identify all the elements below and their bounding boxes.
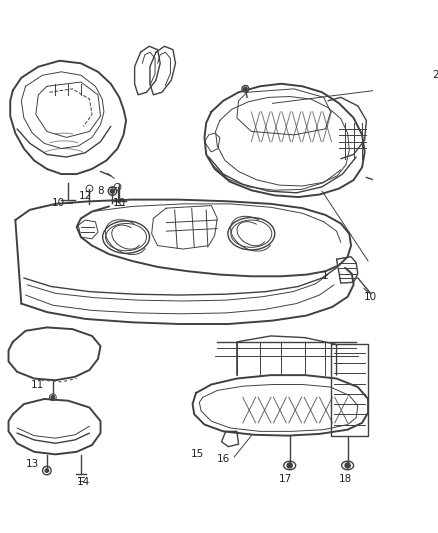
Text: 10: 10 xyxy=(113,198,126,208)
Text: 22: 22 xyxy=(432,70,438,80)
Text: 15: 15 xyxy=(191,448,204,458)
Text: 13: 13 xyxy=(26,459,39,469)
Text: 14: 14 xyxy=(77,478,90,488)
Circle shape xyxy=(51,395,54,399)
Text: 10: 10 xyxy=(364,292,377,302)
Text: 1: 1 xyxy=(322,271,329,281)
Circle shape xyxy=(45,469,49,472)
Text: 11: 11 xyxy=(31,379,44,390)
Circle shape xyxy=(345,463,350,468)
Text: 16: 16 xyxy=(217,454,230,464)
Text: 18: 18 xyxy=(339,474,352,484)
Text: 10: 10 xyxy=(51,198,64,208)
Circle shape xyxy=(110,189,115,193)
Text: 12: 12 xyxy=(78,191,92,201)
Circle shape xyxy=(244,87,247,91)
Text: 17: 17 xyxy=(279,474,292,484)
Circle shape xyxy=(287,463,292,468)
Text: 8: 8 xyxy=(97,186,104,196)
